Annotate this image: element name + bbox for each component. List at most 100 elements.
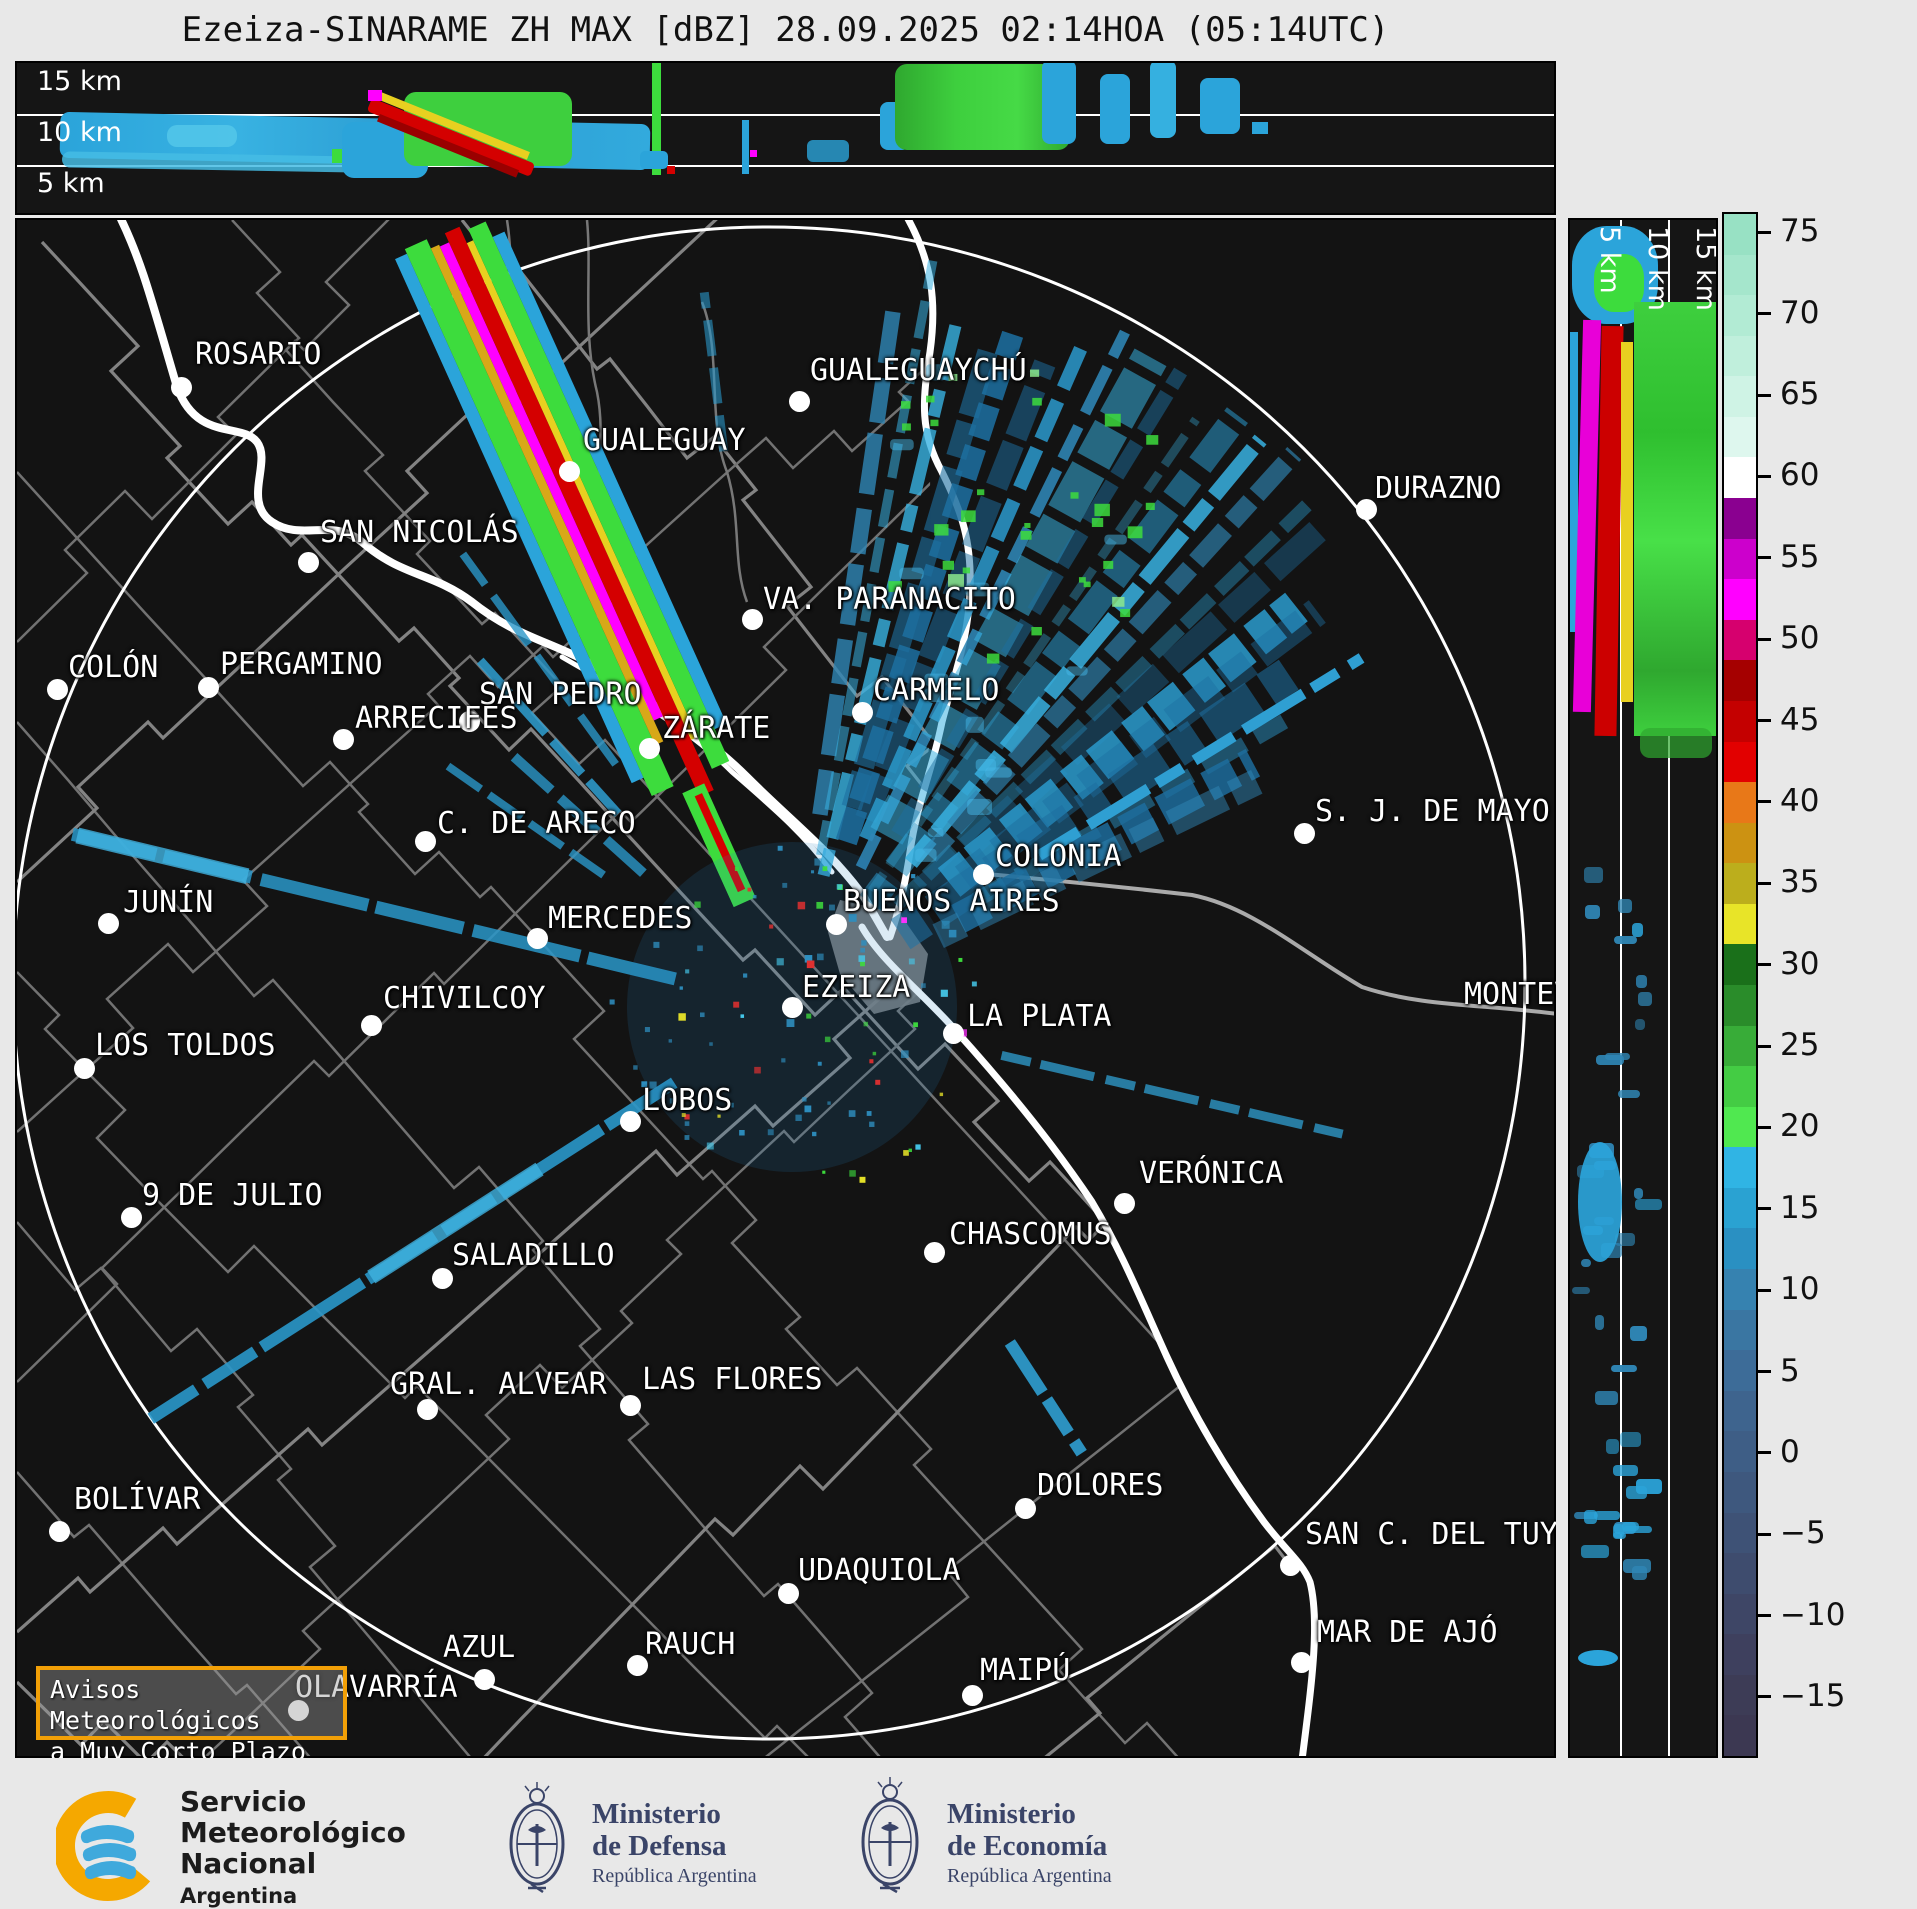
colorbar-segment [1724, 416, 1756, 458]
echo-fleck [1634, 1199, 1662, 1210]
echo-fleck [742, 120, 749, 174]
echo-column [1150, 63, 1176, 138]
echo-fleck [1613, 936, 1637, 945]
colorbar-segment [1724, 619, 1756, 661]
city-label: BUENOS AIRES [843, 884, 1060, 919]
height-line-5km [1620, 220, 1622, 1756]
city-dot [1279, 1554, 1301, 1576]
echo-fleck [1613, 1465, 1639, 1477]
city-layer: ROSARIO GUALEGUAYCHÚ GUALEGUAY SAN NICOLÁS D… [15, 218, 1556, 1758]
city-dot [558, 460, 580, 482]
defensa-text: Ministerio de Defensa República Argentin… [592, 1798, 757, 1888]
colorbar-segment [1724, 822, 1756, 864]
colorbar-segment [1724, 1674, 1756, 1716]
echo-fleck [1634, 1018, 1645, 1031]
city-label: OLAVARRÍA [295, 1670, 458, 1705]
city-dot [431, 1267, 453, 1289]
colorbar-tickmark [1758, 1532, 1771, 1536]
city-label: LOS TOLDOS [95, 1028, 276, 1063]
colorbar-tickmark [1758, 1451, 1771, 1455]
echo-fleck [1252, 122, 1268, 134]
city-label: S. J. DE MAYO [1315, 794, 1550, 829]
radar-range-circle [17, 225, 1527, 1741]
city-dot [972, 863, 994, 885]
city-dot [851, 701, 873, 723]
echo-blob [1578, 1650, 1618, 1666]
colorbar-segment [1724, 457, 1756, 499]
economia-line3: República Argentina [947, 1865, 1112, 1887]
defensa-line2: de Defensa [592, 1830, 727, 1862]
colorbar-tick-label: −15 [1780, 1677, 1846, 1714]
echo-fleck [1595, 1315, 1605, 1331]
city-dot [197, 676, 219, 698]
echo-fleck [1637, 992, 1652, 1006]
city-dot [1113, 1192, 1135, 1214]
city-label: SAN PEDRO [479, 677, 642, 712]
height-line-5km [17, 165, 1554, 167]
city-dot [48, 1520, 70, 1542]
city-label: UDAQUIOLA [798, 1553, 961, 1588]
city-dot [473, 1668, 495, 1690]
colorbar-tickmark [1758, 474, 1771, 478]
colorbar-segment [1724, 1066, 1756, 1107]
colorbar-tickmark [1758, 393, 1771, 397]
colorbar-tick-label: 45 [1780, 701, 1820, 738]
colorbar-tick-label: 55 [1780, 538, 1820, 575]
colorbar-segment [1724, 376, 1756, 417]
water-mask [864, 220, 1554, 1756]
city-dot [120, 1206, 142, 1228]
city-label: C. DE ARECO [437, 806, 636, 841]
city-dot [619, 1110, 641, 1132]
colorbar-tick-label: 30 [1780, 945, 1820, 982]
city-label: DOLORES [1037, 1468, 1164, 1503]
colorbar-segment [1724, 1715, 1756, 1756]
echo-fleck [1614, 1233, 1635, 1246]
city-dot [923, 1241, 945, 1263]
right-axis-label-10km: 10 km [1642, 226, 1673, 311]
colorbar-tickmark [1758, 963, 1771, 967]
echo-fleck [1622, 1525, 1653, 1534]
colorbar-tick-label: 5 [1780, 1352, 1800, 1389]
echo-fade [1640, 728, 1712, 758]
colorbar-segment [1724, 254, 1756, 296]
colorbar-segment [1724, 1147, 1756, 1188]
echo-column-group [1570, 302, 1716, 737]
dbz-colorbar [1722, 212, 1758, 1758]
smn-line1: Servicio [180, 1785, 307, 1818]
city-dot [97, 912, 119, 934]
colorbar-segment [1724, 1228, 1756, 1270]
top-cross-section-panel: 15 km 10 km 5 km [15, 61, 1556, 215]
smn-line3: Nacional [180, 1847, 317, 1880]
city-dot [414, 830, 436, 852]
colorbar-tickmark [1758, 230, 1771, 234]
echo-fleck [1620, 1431, 1642, 1448]
colorbar-segment [1724, 903, 1756, 945]
colorbar-tick-label: 25 [1780, 1027, 1820, 1064]
economia-line1: Ministerio [947, 1798, 1076, 1830]
city-label: MAIPÚ [980, 1653, 1071, 1688]
city-dot [777, 1582, 799, 1604]
city-dot [825, 913, 847, 935]
colorbar-segment [1724, 579, 1756, 620]
city-label: EZEIZA [802, 970, 911, 1005]
city-label: CHIVILCOY [383, 981, 546, 1016]
colorbar-segment [1724, 1512, 1756, 1554]
colorbar-tick-label: 65 [1780, 376, 1820, 413]
colorbar-tickmark [1758, 881, 1771, 885]
colorbar-tickmark [1758, 637, 1771, 641]
colorbar-segment [1724, 1350, 1756, 1391]
echo-fleck [1618, 1090, 1641, 1099]
city-dot [1355, 498, 1377, 520]
echo-spike-nw [395, 221, 756, 908]
colorbar-segment [1724, 741, 1756, 783]
echo-fleck [640, 151, 668, 169]
colorbar-tickmark [1758, 719, 1771, 723]
city-dot [46, 678, 68, 700]
echo-fleck [1581, 1259, 1591, 1268]
echo-fleck [807, 140, 849, 162]
colorbar-tick-label: 10 [1780, 1271, 1820, 1308]
top-axis-label-5km: 5 km [37, 168, 105, 199]
city-dot [961, 1684, 983, 1706]
colorbar-tickmark [1758, 556, 1771, 560]
colorbar-tick-label: 60 [1780, 457, 1820, 494]
